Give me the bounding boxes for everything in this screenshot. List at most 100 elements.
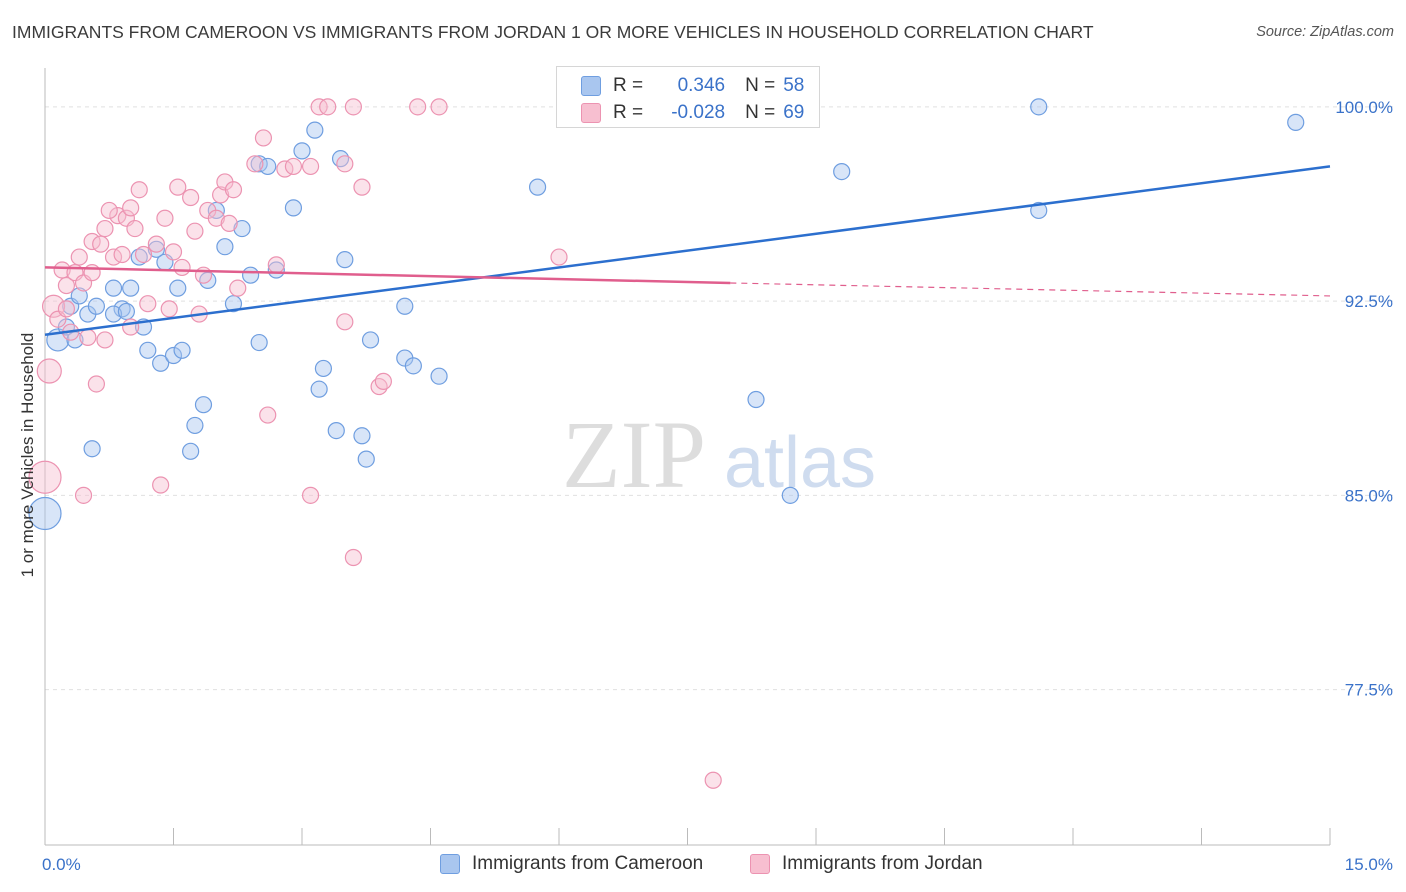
data-point [28,460,62,494]
legend: R = 0.346 N = 58 R = -0.028 N = 69 [556,66,820,128]
data-point [139,341,157,359]
data-point [396,297,414,315]
data-point [284,157,303,176]
data-point [254,129,273,147]
data-point [100,201,118,220]
data-point [310,380,328,398]
legend-swatch-cameroon [581,76,601,96]
data-point [1030,98,1048,116]
data-point [36,358,62,384]
data-point [173,341,191,359]
bottom-legend-jordan: Immigrants from Jordan [750,851,983,877]
bottom-legend-label-cameroon: Immigrants from Cameroon [472,853,704,874]
data-point [293,142,311,160]
chart-title: IMMIGRANTS FROM CAMEROON VS IMMIGRANTS F… [12,22,1094,42]
data-point [139,295,157,313]
data-point [224,181,243,199]
data-point [169,178,187,196]
source-label: Source: ZipAtlas.com [1256,24,1394,40]
legend-r-value: -0.028 [671,102,726,123]
data-point [250,333,268,352]
data-point [430,367,448,385]
data-point [229,279,247,297]
data-point [212,186,230,204]
data-point [104,279,123,297]
data-point [92,235,110,253]
data-point [186,222,204,240]
data-point [207,209,225,227]
trend-line-1 [44,266,731,285]
data-point [87,297,106,315]
data-point [53,261,71,279]
bottom-legend-label-jordan: Immigrants from Jordan [782,853,983,874]
data-point [117,302,135,321]
data-point [164,243,183,261]
data-point [409,98,427,116]
data-point [122,199,140,217]
data-point [122,279,140,297]
legend-row-jordan: R = -0.028 N = 69 [581,100,804,126]
data-point [216,238,234,256]
y-axis-label: 1 or more Vehicles in Household [18,333,37,578]
series-jordan [28,98,722,789]
gridlines [45,106,1394,691]
data-point [301,486,320,504]
data-point [182,188,200,207]
series-cameroon [28,98,1305,531]
data-point [96,219,114,238]
data-point [1030,201,1048,220]
data-point [152,476,170,494]
data-point [147,240,165,258]
axes [44,68,1331,846]
data-point [550,248,568,266]
data-point [224,295,243,313]
data-point [267,261,285,279]
data-point [344,548,362,567]
y-tick-label: 77.5% [1345,681,1393,700]
y-tick-label: 100.0% [1335,98,1393,117]
data-point [173,258,191,277]
data-point [336,251,354,269]
data-point [182,442,200,460]
watermark: ZIP atlas [562,401,876,508]
data-point [361,331,380,349]
bottom-legend-swatch-jordan [750,854,770,874]
data-point [353,178,371,196]
data-point [259,406,277,424]
data-point [319,98,337,116]
data-point [344,98,362,116]
data-point [70,287,88,305]
legend-n-value: 58 [783,75,805,96]
data-point [164,346,183,365]
data-point [87,375,106,393]
trend-line-dashed-1 [730,282,1331,297]
trend-lines [44,165,1331,337]
x-tick-label: 0.0% [42,855,81,874]
trend-line-0 [44,165,1331,337]
data-point [233,219,251,238]
legend-n-label: N = [745,75,776,96]
data-point [242,266,260,284]
data-point [1287,113,1305,131]
x-tick-labels: 0.0% 15.0% [42,855,1393,874]
data-point [306,121,324,139]
data-point [246,155,264,173]
data-point [70,248,88,266]
data-point [130,181,148,199]
data-point [194,396,213,414]
legend-r-label: R = [613,102,644,123]
data-point [704,771,722,789]
data-point [301,157,320,176]
y-tick-label: 92.5% [1345,292,1393,311]
data-point [259,157,277,176]
data-point [83,440,101,458]
data-point [169,279,187,297]
data-point [122,318,140,336]
data-point [74,486,93,504]
watermark-atlas: atlas [724,423,876,503]
y-tick-label: 85.0% [1345,486,1393,505]
data-point [186,416,204,435]
bottom-legend-swatch-cameroon [440,854,460,874]
legend-n-label: N = [745,102,776,123]
